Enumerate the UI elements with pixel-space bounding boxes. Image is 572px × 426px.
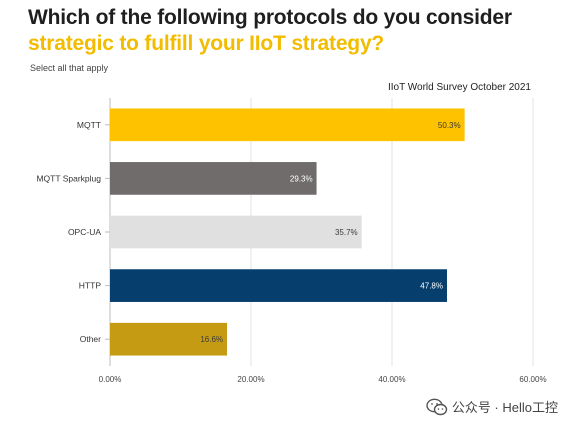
chart-title-highlight: strategic to fulfill your IIoT strategy? [28,32,385,55]
chart-title: Which of the following protocols do you … [28,6,512,29]
x-tick-label: 60.00% [519,375,546,384]
category-label: MQTT [77,120,101,130]
bar [110,269,447,302]
category-label: MQTT Sparkplug [36,173,101,183]
x-tick-label: 20.00% [237,375,264,384]
bar [110,108,465,142]
bar [110,322,228,356]
bar [110,215,362,249]
x-tick-label: 0.00% [99,375,122,384]
data-label: 16.6% [200,335,223,344]
data-label: 50.3% [438,121,461,130]
bar [110,162,317,195]
survey-source: IIoT World Survey October 2021 [387,82,531,93]
watermark: 公众号 · Hello工控 [426,397,558,416]
category-label: Other [80,334,101,344]
data-label: 29.3% [290,174,313,183]
data-label: 35.7% [335,228,358,237]
chart-subtitle: Select all that apply [30,63,109,73]
watermark-text: 公众号 · Hello工控 [451,400,558,415]
data-label: 47.8% [420,282,443,291]
category-label: OPC-UA [68,227,101,237]
x-tick-label: 40.00% [378,375,405,384]
wechat-icon [426,398,448,415]
category-label: HTTP [79,281,102,291]
